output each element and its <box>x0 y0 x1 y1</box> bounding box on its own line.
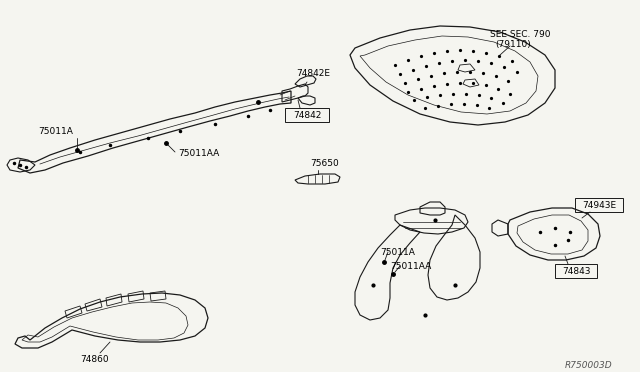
Text: 75011A: 75011A <box>380 248 415 257</box>
Text: 74860: 74860 <box>81 355 109 364</box>
Text: 74843: 74843 <box>562 266 590 276</box>
Text: SEE SEC. 790: SEE SEC. 790 <box>490 30 550 39</box>
Bar <box>285 108 329 122</box>
Text: 74842E: 74842E <box>296 70 330 78</box>
Text: R750003D: R750003D <box>565 360 612 369</box>
Text: (79110): (79110) <box>495 40 531 49</box>
Text: 74842: 74842 <box>293 110 321 119</box>
Text: 75011A: 75011A <box>38 128 73 137</box>
Bar <box>575 198 623 212</box>
Bar <box>555 264 597 278</box>
Text: 74943E: 74943E <box>582 201 616 209</box>
Text: 75011AA: 75011AA <box>390 262 431 271</box>
Text: 75011AA: 75011AA <box>178 148 220 157</box>
Text: 75650: 75650 <box>310 159 339 168</box>
